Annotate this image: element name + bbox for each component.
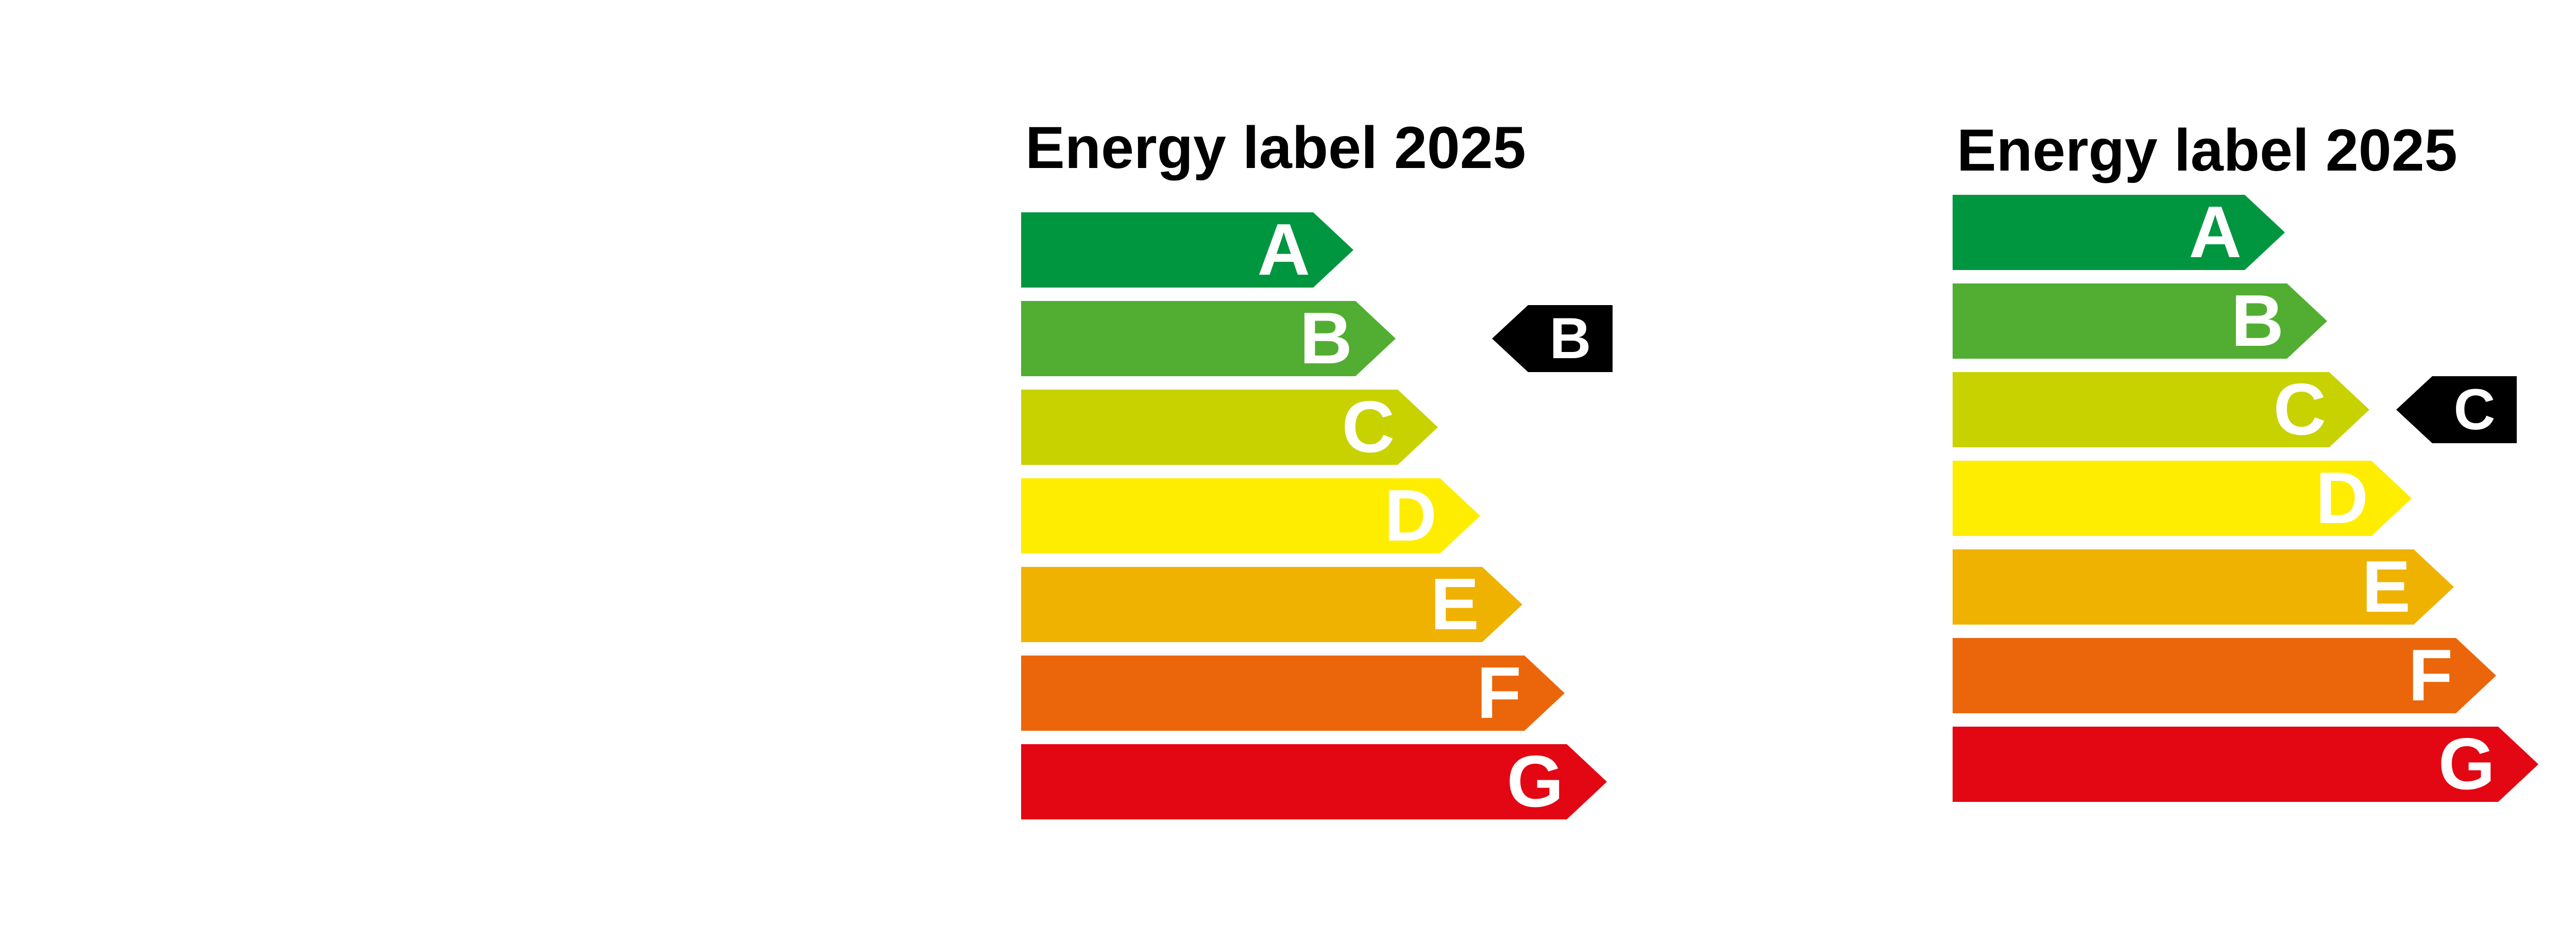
bar-letter: B — [2231, 280, 2284, 362]
rating-tag: B — [1492, 305, 1613, 372]
energy-bar-E: E — [1021, 567, 1522, 642]
energy-bar-E: E — [1953, 549, 2454, 625]
bar-letter: D — [1384, 475, 1437, 557]
energy-bar-D: D — [1953, 461, 2412, 536]
energy-bar-G: G — [1021, 744, 1607, 819]
bar-letter: D — [2315, 457, 2368, 539]
energy-bar-C: C — [1021, 390, 1438, 465]
bar-letter: F — [2408, 634, 2453, 716]
energy-bar-G: G — [1953, 727, 2538, 802]
bar-letter: A — [1257, 209, 1310, 291]
bar-letter: A — [2189, 191, 2242, 273]
bar-letter: C — [2273, 368, 2326, 450]
rating-letter: B — [1549, 306, 1591, 371]
energy-bar-F: F — [1021, 656, 1565, 731]
bar-letter: E — [1430, 563, 1479, 645]
rating-tag: C — [2396, 376, 2517, 443]
energy-bar-B: B — [1021, 301, 1396, 376]
energy-bar-A: A — [1953, 195, 2285, 270]
bar-letter: B — [1299, 297, 1352, 379]
energy-bar-F: F — [1953, 638, 2496, 713]
energy-bar-D: D — [1021, 478, 1480, 553]
chart-title: Energy label 2025 — [1025, 115, 1526, 181]
bar-letter: F — [1477, 652, 1521, 734]
bar-letter: G — [2438, 723, 2495, 805]
energy-bar-C: C — [1953, 372, 2369, 447]
energy-bar-A: A — [1021, 212, 1353, 288]
rating-letter: C — [2453, 377, 2496, 442]
bar-letter: C — [1342, 386, 1395, 468]
bar-letter: G — [1506, 741, 1564, 822]
chart-title: Energy label 2025 — [1957, 118, 2458, 183]
bar-letter: E — [2362, 546, 2411, 628]
energy-bar-B: B — [1953, 283, 2327, 359]
